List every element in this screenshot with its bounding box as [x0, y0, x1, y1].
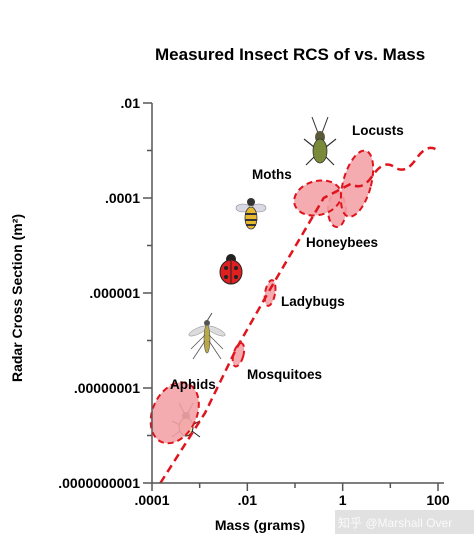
- y-tick-label: .0001: [105, 190, 140, 206]
- region-aphids: [149, 381, 200, 445]
- x-tick-label: .0001: [134, 492, 169, 508]
- x-tick-label: .01: [238, 492, 258, 508]
- cricket-icon: [303, 116, 337, 166]
- ladybug-icon: [219, 254, 243, 285]
- region-labels: Aphids Mosquitoes Ladybugs Honeybees Moths Lo…: [170, 123, 404, 392]
- y-tick-label: .01: [121, 95, 141, 111]
- label-aphids: Aphids: [170, 377, 216, 392]
- y-tick-label: .00000001: [74, 380, 140, 396]
- region-mosquitoes: [231, 342, 246, 368]
- insect-regions: [149, 149, 375, 445]
- bee-icon: [235, 198, 267, 230]
- watermark-bg: [335, 510, 474, 534]
- watermark: 知乎 @Marshall Over: [338, 516, 452, 530]
- y-axis-label: Radar Cross Section (m²): [9, 214, 25, 382]
- x-tick-label: 100: [426, 492, 450, 508]
- mosquito-icon: [188, 312, 226, 360]
- region-moths: [293, 179, 343, 217]
- label-moths: Moths: [252, 167, 292, 182]
- x-tick-label: 1: [339, 492, 347, 508]
- region-ladybugs: [263, 279, 277, 307]
- chart-title: Measured Insect RCS of vs. Mass: [155, 45, 425, 64]
- ticks: .01.0001.000001.00000001.0000000001.0001…: [58, 95, 450, 508]
- label-locusts: Locusts: [352, 123, 404, 138]
- label-mosquitoes: Mosquitoes: [247, 367, 322, 382]
- x-axis-label: Mass (grams): [215, 517, 305, 533]
- y-tick-label: .000001: [89, 285, 140, 301]
- region-locusts: [339, 149, 375, 218]
- insect-illustrations: [171, 116, 337, 438]
- y-tick-label: .0000000001: [58, 475, 140, 491]
- trend-line: [159, 146, 439, 484]
- label-honeybees: Honeybees: [306, 235, 378, 250]
- label-ladybugs: Ladybugs: [281, 294, 345, 309]
